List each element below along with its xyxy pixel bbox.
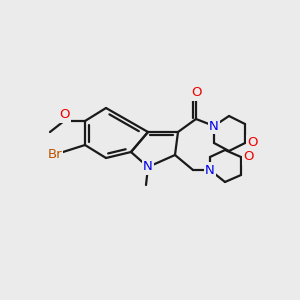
Text: O: O	[247, 136, 257, 149]
Text: O: O	[191, 86, 201, 100]
Text: Br: Br	[48, 148, 62, 160]
Text: N: N	[209, 119, 219, 133]
Text: N: N	[143, 160, 153, 173]
Text: N: N	[205, 164, 215, 176]
Text: O: O	[243, 151, 253, 164]
Text: O: O	[60, 109, 70, 122]
